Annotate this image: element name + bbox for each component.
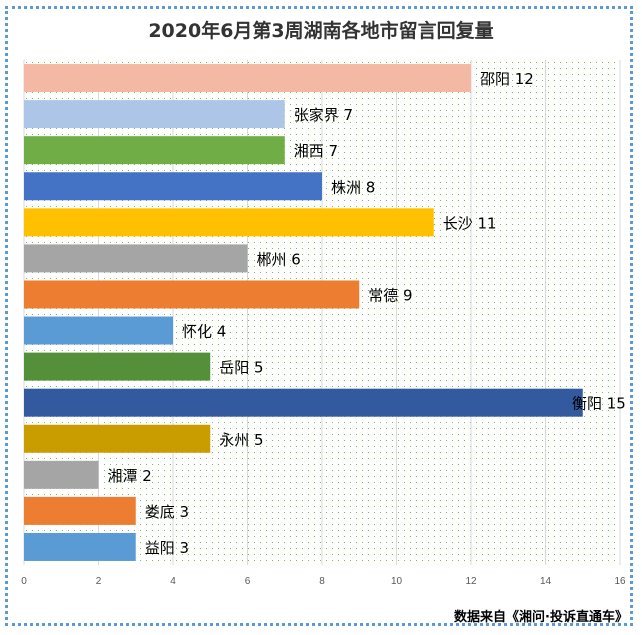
x-tick-label: 8 — [319, 576, 325, 587]
x-tick-label: 6 — [245, 576, 251, 587]
bar — [24, 244, 248, 273]
x-tick-label: 10 — [391, 576, 403, 587]
data-label: 邵阳 12 — [480, 70, 534, 88]
data-label: 衡阳 15 — [572, 395, 626, 413]
chart-frame — [5, 6, 633, 626]
data-label: 湘潭 2 — [108, 467, 152, 485]
bar — [24, 388, 583, 417]
data-label: 张家界 7 — [294, 106, 353, 124]
x-tick-label: 12 — [465, 576, 477, 587]
data-label: 郴州 6 — [257, 250, 301, 268]
chart-title: 2020年6月第3周湖南各地市留言回复量 — [148, 20, 494, 42]
x-tick-label: 16 — [614, 576, 626, 587]
data-label: 株洲 8 — [331, 178, 375, 196]
bar — [24, 208, 434, 237]
bar — [24, 352, 211, 381]
data-label: 常德 9 — [368, 286, 412, 304]
bar — [24, 496, 136, 525]
bar — [24, 532, 136, 561]
data-label: 长沙 11 — [443, 214, 497, 232]
bar — [24, 316, 173, 345]
bar — [24, 460, 99, 489]
data-label: 怀化 4 — [182, 323, 226, 341]
bar — [24, 64, 471, 93]
bar — [24, 280, 360, 309]
bar — [24, 424, 211, 453]
x-tick-label: 4 — [170, 576, 176, 587]
data-label: 岳阳 5 — [219, 359, 263, 377]
bar — [24, 100, 285, 129]
data-label: 湘西 7 — [294, 142, 338, 160]
x-tick-label: 14 — [540, 576, 552, 587]
data-label: 永州 5 — [219, 431, 263, 449]
bar — [24, 172, 322, 201]
data-label: 益阳 3 — [145, 539, 189, 557]
x-tick-label: 2 — [96, 576, 102, 587]
bar — [24, 136, 285, 165]
x-tick-label: 0 — [21, 576, 27, 587]
data-label: 娄底 3 — [145, 503, 189, 521]
source-note: 数据来自《湘问·投诉直通车》 — [454, 610, 628, 625]
